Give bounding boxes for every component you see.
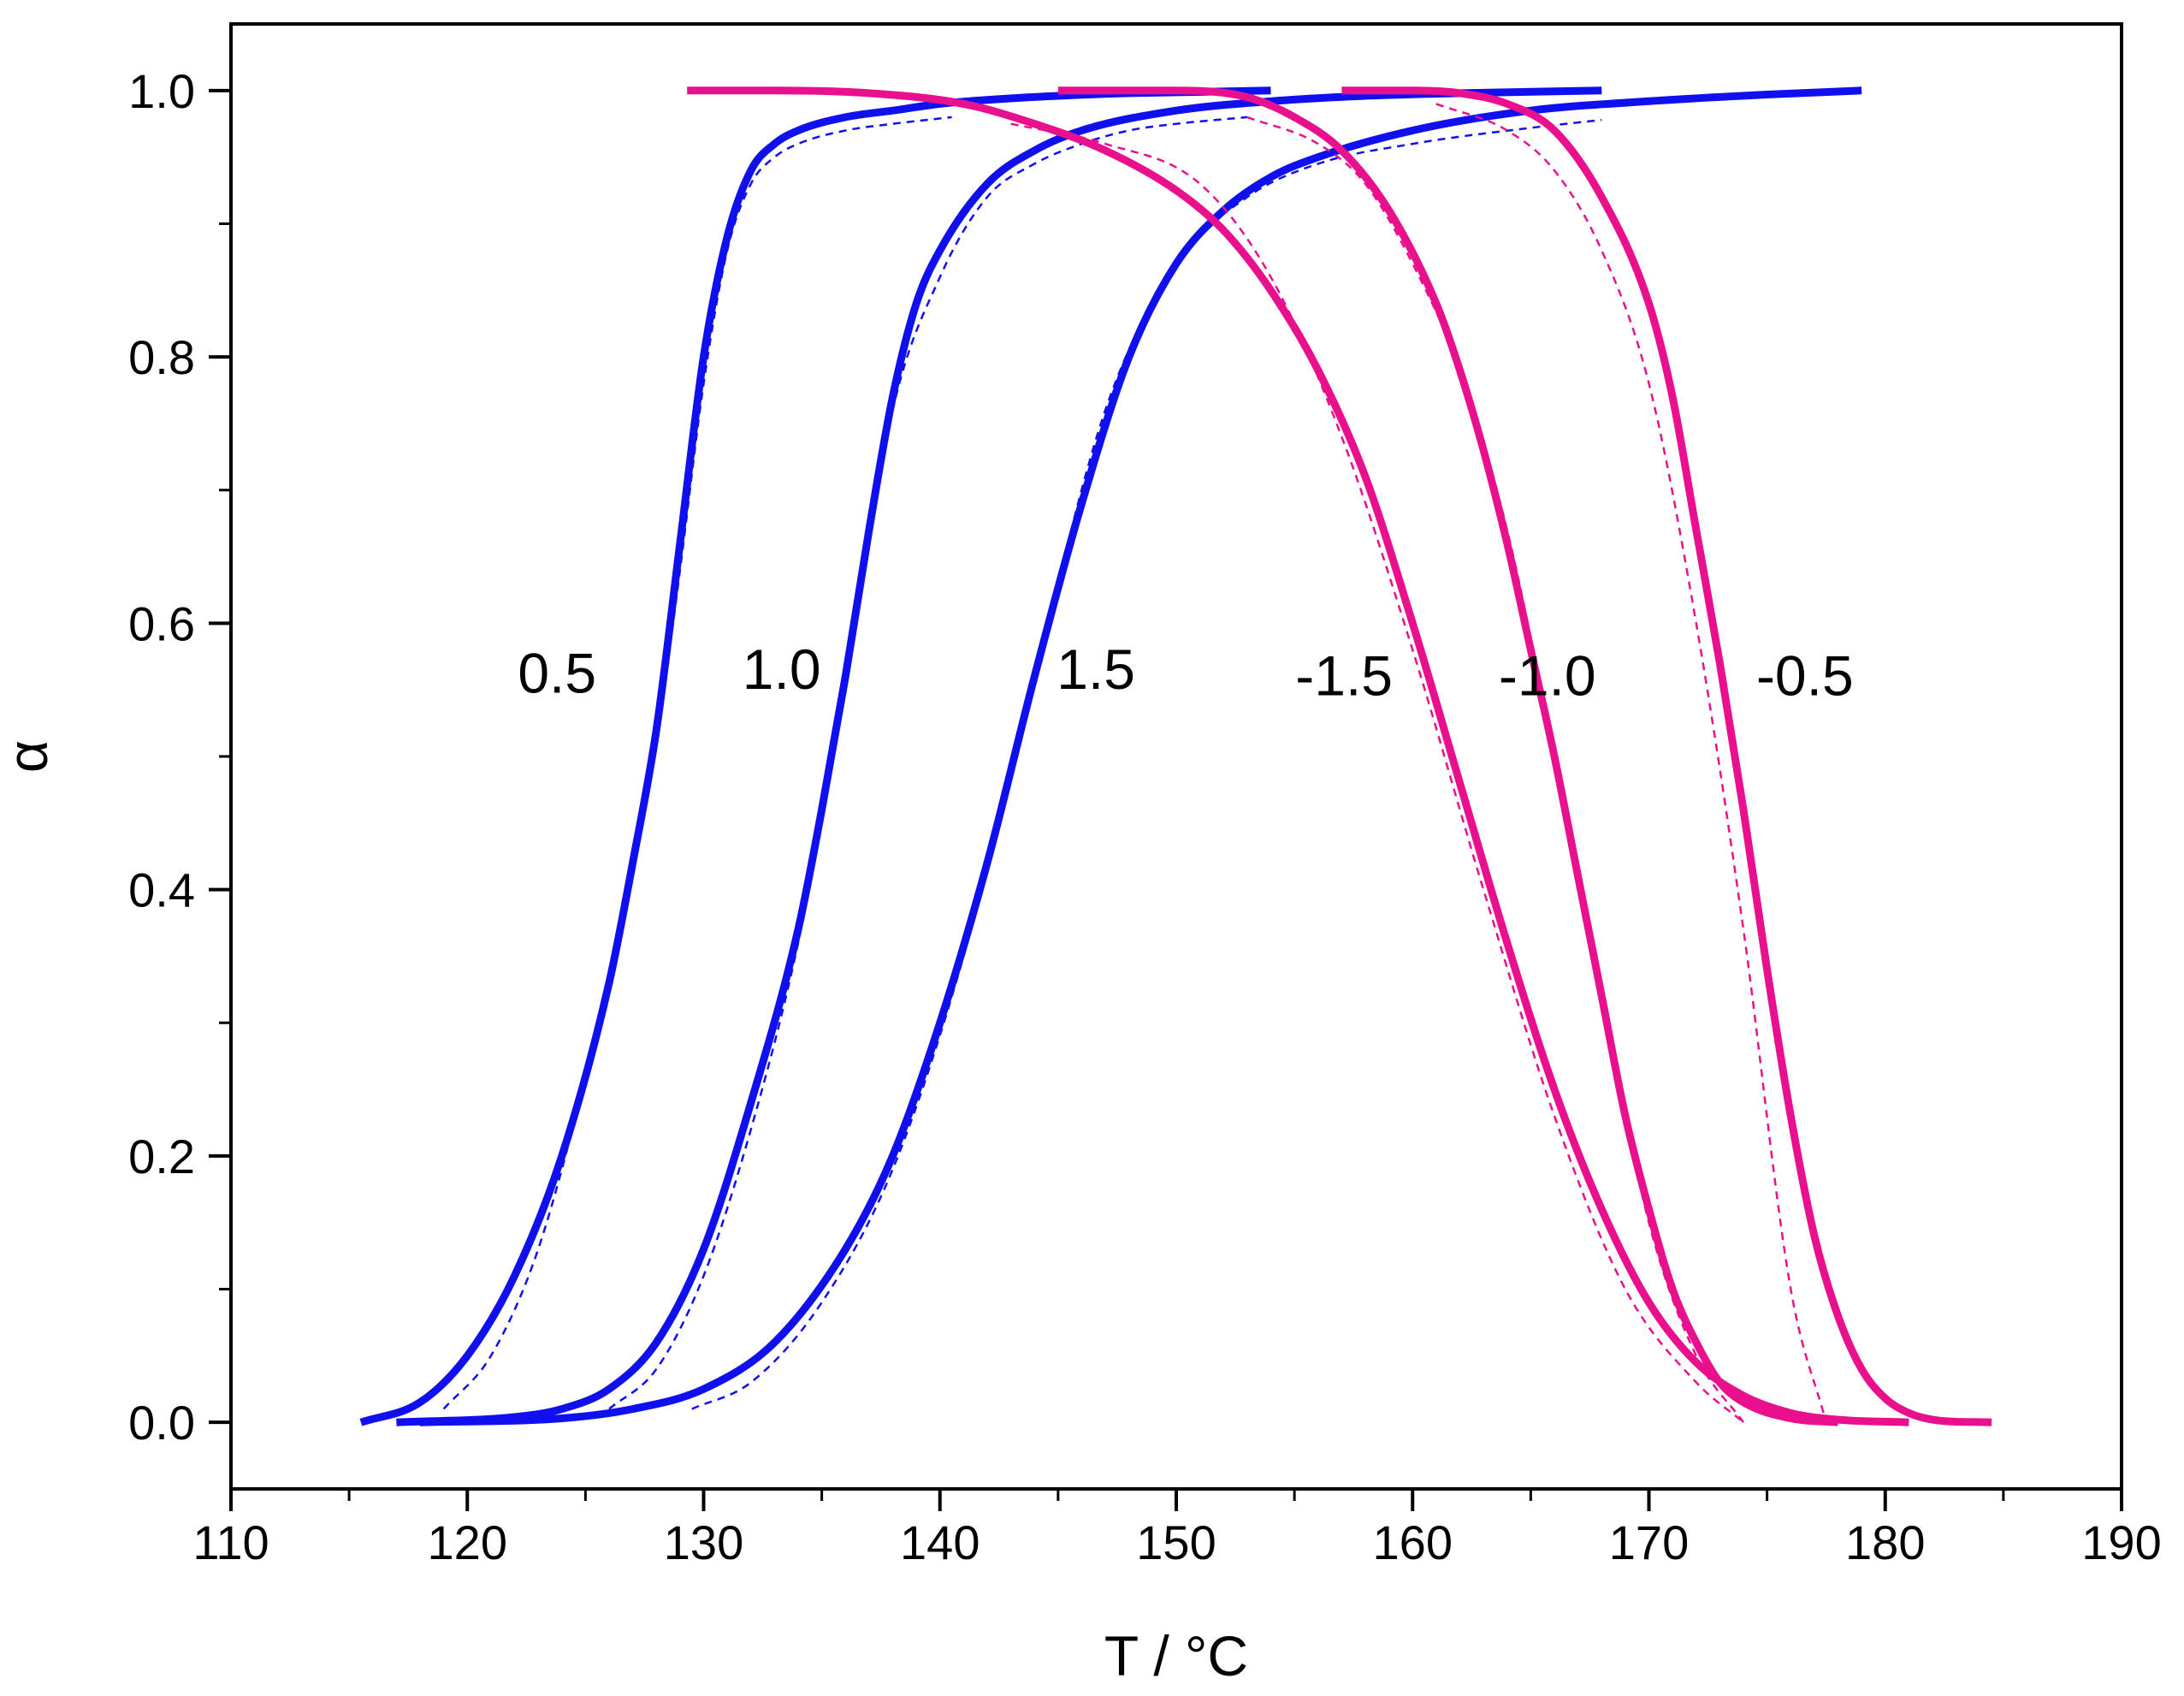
curve-label: 1.0 [743,637,821,701]
data-line--0p5 [1341,86,1992,1426]
curves-layer [359,86,1992,1426]
y-tick-label: 0.0 [128,1396,195,1450]
y-axis-title: α [0,740,59,773]
x-tick-label: 110 [192,1515,269,1569]
x-tick-label: 120 [428,1515,507,1569]
y-tick-label: 0.6 [128,596,195,650]
y-tick-label: 0.4 [128,863,195,917]
x-axis-title: T / °C [1104,1624,1248,1687]
curve-label: -0.5 [1756,644,1854,708]
curve-label: 0.5 [518,642,596,705]
curve-label: 1.5 [1056,637,1135,701]
data-line--1p0 [1057,86,1838,1426]
axes-layer: 110 120 130 140 150 160 170 180 190 0.0 0.2 0.4 0.6 0… [128,64,2162,1569]
data-line-1p5 [419,86,1862,1426]
model-line--0p5model [1435,103,1827,1423]
x-tick-label: 160 [1373,1515,1453,1569]
y-tick-label: 0.2 [128,1130,195,1183]
model-line-1p5model [691,118,1602,1410]
data-line-0p5 [359,86,1271,1426]
model-line--1p5model [1010,122,1744,1424]
x-tick-label: 190 [2081,1515,2161,1569]
x-tick-label: 150 [1136,1515,1216,1569]
curve-label: -1.5 [1295,644,1393,708]
x-tick-label: 170 [1609,1515,1689,1569]
model-line--1p0model [1246,116,1745,1423]
data-line-1p0 [396,86,1602,1426]
data-line--1p5 [687,86,1909,1426]
model-line-1p0model [608,116,1248,1410]
x-tick-label: 140 [900,1515,980,1569]
y-tick-label: 1.0 [128,64,195,118]
x-tick-label: 130 [664,1515,743,1569]
x-tick-label: 180 [1845,1515,1925,1569]
curve-labels: 0.5 1.0 1.5 -1.5 -1.0 -0.5 [518,637,1853,708]
y-tick-label: 0.8 [128,330,195,384]
model-line-0p5model [442,116,952,1410]
curve-label: -1.0 [1499,644,1596,708]
